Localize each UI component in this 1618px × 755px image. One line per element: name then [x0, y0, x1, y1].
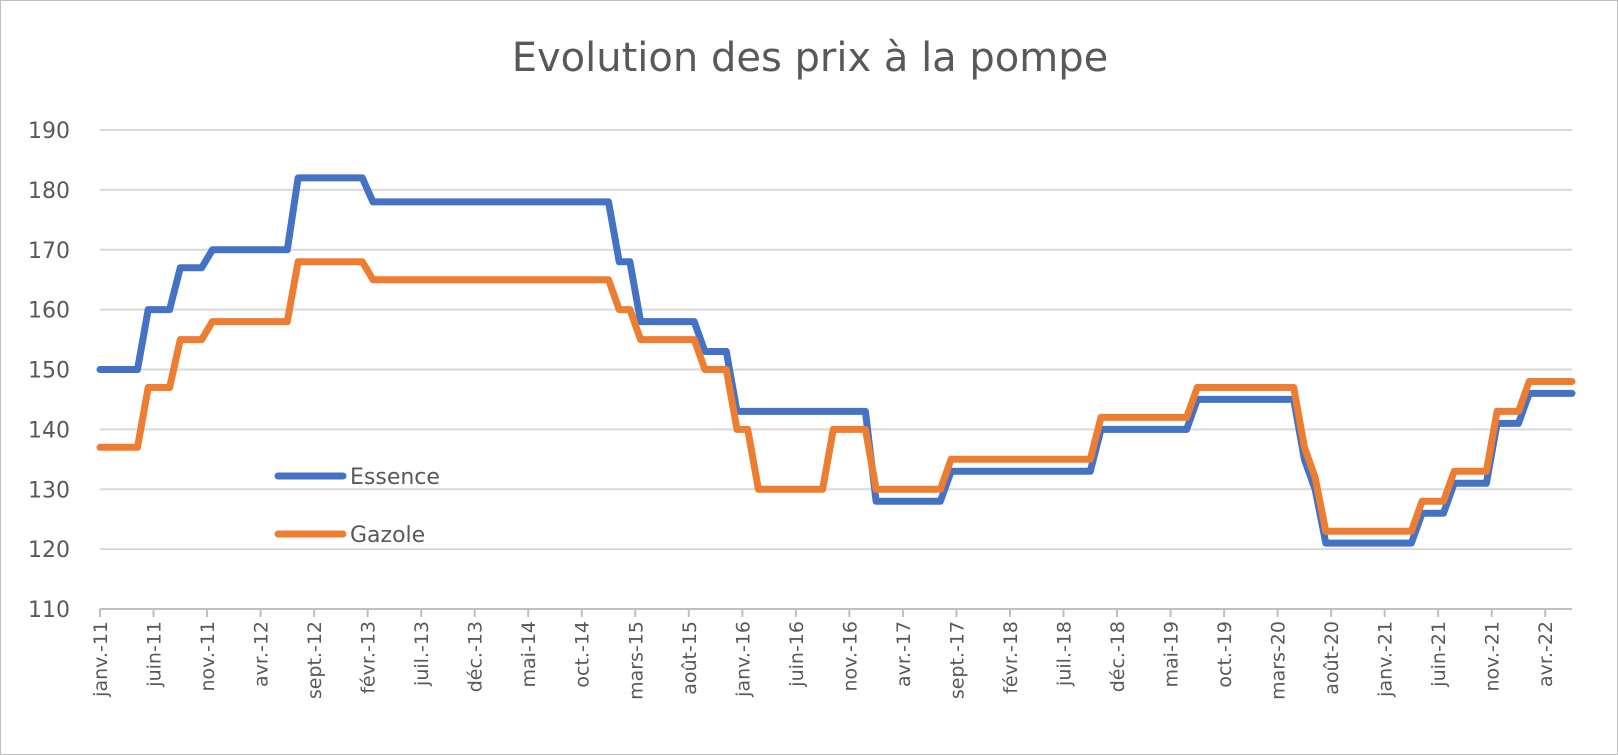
x-tick-label: juil.-18 — [1053, 621, 1075, 687]
y-tick-label: 140 — [28, 418, 70, 443]
x-tick-label: juin-11 — [144, 621, 166, 688]
y-tick-label: 150 — [28, 359, 70, 384]
x-tick-label: juin-21 — [1428, 621, 1450, 688]
y-tick-label: 180 — [28, 179, 70, 204]
y-tick-label: 170 — [28, 239, 70, 264]
x-tick-label: avr.-22 — [1535, 621, 1557, 687]
x-tick-label: janv.-16 — [732, 621, 754, 698]
x-tick-label: août-20 — [1321, 621, 1343, 695]
x-tick-label: déc.-13 — [465, 621, 487, 692]
x-tick-label: mars-20 — [1268, 621, 1290, 700]
y-tick-label: 160 — [28, 299, 70, 324]
x-tick-label: août-15 — [679, 621, 701, 695]
legend-label-gazole: Gazole — [350, 523, 425, 548]
x-tick-label: mai-14 — [518, 621, 540, 687]
x-tick-label: févr.-13 — [358, 621, 380, 694]
x-tick-label: avr.-17 — [893, 621, 915, 687]
x-tick-label: mars-15 — [625, 621, 647, 700]
x-tick-label: oct.-14 — [572, 621, 594, 688]
x-tick-label: nov.-11 — [197, 621, 219, 692]
x-tick-label: juil.-13 — [411, 621, 433, 687]
x-tick-label: janv.-21 — [1375, 621, 1397, 698]
x-tick-label: févr.-18 — [1000, 621, 1022, 694]
x-tick-label: sept.-17 — [946, 621, 968, 699]
y-axis: 110 120 130 140 150 160 170 180 190 — [28, 119, 70, 623]
gridlines — [100, 129, 1572, 551]
x-tick-label: nov.-16 — [839, 621, 861, 692]
y-tick-label: 190 — [28, 119, 70, 144]
legend-label-essence: Essence — [350, 465, 440, 490]
chart-title: Evolution des prix à la pompe — [511, 35, 1109, 81]
x-tick-label: mai-19 — [1161, 621, 1183, 687]
y-tick-label: 130 — [28, 478, 70, 503]
x-tick-label: nov.-21 — [1482, 621, 1504, 692]
x-axis: janv.-11 juin-11 nov.-11 avr.-12 sept.-12 fév… — [90, 608, 1572, 700]
y-tick-label: 120 — [28, 538, 70, 563]
x-tick-label: sept.-12 — [304, 621, 326, 699]
legend: Essence Gazole — [274, 465, 440, 548]
x-tick-label: juin-16 — [786, 621, 808, 688]
x-tick-label: oct.-19 — [1214, 621, 1236, 688]
x-tick-label: déc.-18 — [1107, 621, 1129, 692]
series-lines — [96, 174, 1576, 547]
y-tick-label: 110 — [28, 598, 70, 623]
x-tick-label: janv.-11 — [90, 621, 112, 698]
x-tick-label: avr.-12 — [251, 621, 273, 687]
series-line-gazole — [96, 258, 1576, 535]
